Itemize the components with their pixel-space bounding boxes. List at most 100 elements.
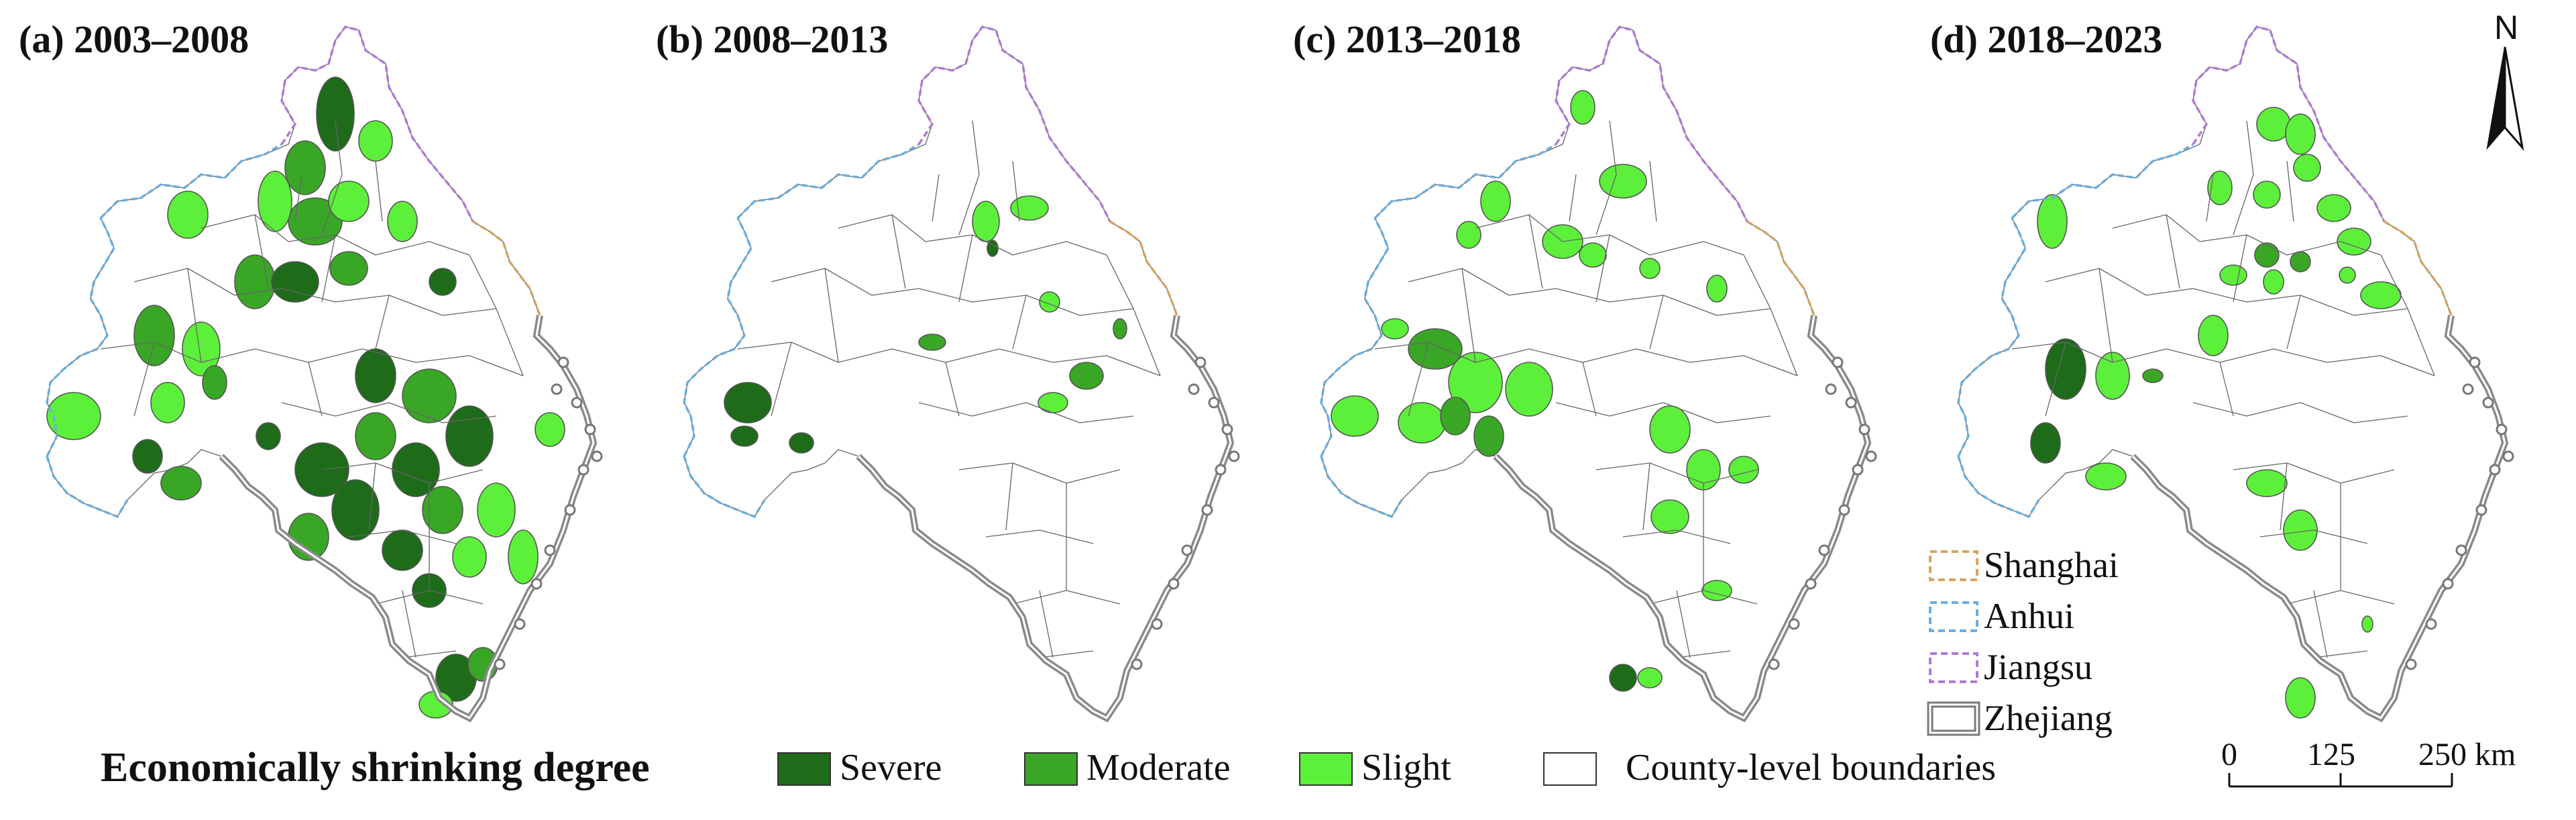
island xyxy=(1151,618,1163,630)
county-boundary xyxy=(1374,342,1429,350)
county-moderate xyxy=(2142,368,2164,383)
county-slight xyxy=(1038,392,1068,413)
county-slight xyxy=(1505,362,1553,417)
island xyxy=(1832,356,1844,368)
county-boundary xyxy=(1066,590,1121,605)
county-boundary xyxy=(824,268,873,296)
legend-swatch-moderate xyxy=(1024,752,1078,786)
county-boundary xyxy=(1555,288,1610,303)
scale-tick-125: 125 xyxy=(2307,737,2355,772)
county-slight xyxy=(1381,318,1409,340)
county-boundary xyxy=(925,234,973,242)
island xyxy=(2469,356,2481,368)
map-panel-d xyxy=(1957,25,2514,723)
county-slight xyxy=(1480,181,1511,222)
legend-item-zhejiang: Zhejiang xyxy=(1927,698,2113,738)
county-boundary xyxy=(1475,214,1530,229)
county-boundary xyxy=(1743,254,1771,309)
province-border xyxy=(46,143,282,519)
county-slight xyxy=(2293,154,2321,182)
island xyxy=(551,383,563,395)
island xyxy=(530,578,543,590)
county-boundary xyxy=(932,174,940,222)
county-severe xyxy=(256,422,281,450)
county-boundary xyxy=(2219,362,2234,417)
county-boundary xyxy=(201,214,256,229)
county-boundary xyxy=(1012,160,1020,222)
county-slight xyxy=(1456,221,1481,249)
county-slight xyxy=(328,181,370,222)
county-boundary xyxy=(442,415,497,423)
county-boundary xyxy=(2233,234,2247,303)
county-boundary xyxy=(1609,120,1617,175)
county-boundary xyxy=(2192,288,2247,303)
county-boundary xyxy=(1106,355,1161,376)
county-boundary xyxy=(891,348,946,363)
county-slight xyxy=(2361,615,2373,633)
county-boundary xyxy=(1475,348,1530,363)
county-boundary xyxy=(375,295,390,350)
county-slight xyxy=(1649,405,1691,454)
island xyxy=(2455,544,2467,556)
map-panel-a xyxy=(46,25,603,723)
island xyxy=(1208,397,1220,409)
county-boundary xyxy=(321,462,376,470)
county-boundary xyxy=(2340,590,2395,605)
county-boundary xyxy=(375,241,430,256)
county-boundary xyxy=(402,590,416,658)
county-boundary xyxy=(2246,402,2301,417)
legend-item-jiangsu: Jiangsu xyxy=(1929,647,2092,687)
county-slight xyxy=(1448,352,1503,413)
county-boundary xyxy=(388,295,443,316)
island xyxy=(1858,423,1870,435)
county-boundary xyxy=(254,214,289,242)
north-arrow: N xyxy=(2486,9,2524,152)
county-boundary xyxy=(2407,308,2435,376)
county-moderate xyxy=(1440,397,1471,435)
county-moderate xyxy=(160,466,202,501)
panel-title-c: (c) 2013–2018 xyxy=(1293,17,1521,61)
county-boundary xyxy=(2340,241,2382,256)
province-border xyxy=(1109,220,1178,316)
panel-titles: (a) 2003–2008 (b) 2008–2013 (c) 2013–201… xyxy=(19,17,2162,61)
county-boundary xyxy=(388,402,443,423)
county-slight xyxy=(46,392,101,440)
county-boundary xyxy=(972,402,1027,417)
county-boundary xyxy=(1052,355,1107,363)
county-boundary xyxy=(2286,590,2341,605)
county-boundary xyxy=(771,268,826,283)
county-slight xyxy=(1639,258,1661,279)
island xyxy=(584,423,596,435)
county-slight xyxy=(358,120,393,162)
county-boundary xyxy=(1408,268,1463,283)
county-severe xyxy=(789,432,814,454)
county-boundary xyxy=(1461,268,1476,363)
county-boundary xyxy=(2313,650,2368,658)
island xyxy=(1818,544,1830,556)
county-moderate xyxy=(133,305,175,366)
island xyxy=(1201,504,1213,516)
island xyxy=(1788,618,1800,630)
county-boundary xyxy=(871,288,919,296)
island xyxy=(2482,397,2494,409)
county-boundary xyxy=(133,342,155,417)
county-boundary xyxy=(361,348,416,363)
county-slight xyxy=(477,482,516,537)
county-slight xyxy=(2285,677,2316,719)
county-boundary xyxy=(1508,288,1557,296)
county-boundary xyxy=(1039,650,1094,658)
county-boundary xyxy=(891,214,926,242)
county-slight xyxy=(1599,164,1647,199)
county-boundary xyxy=(1649,590,1704,605)
county-boundary xyxy=(442,308,497,316)
county-boundary xyxy=(2313,590,2328,658)
county-boundary xyxy=(2246,234,2288,256)
legend-label-county: County-level boundaries xyxy=(1626,747,1996,788)
county-boundary xyxy=(945,348,1000,363)
county-boundary xyxy=(1595,234,1610,303)
county-boundary xyxy=(2045,342,2066,417)
county-boundary xyxy=(1716,415,1771,423)
county-boundary xyxy=(1133,308,1161,376)
county-slight xyxy=(2285,113,2316,155)
county-moderate xyxy=(288,197,343,246)
